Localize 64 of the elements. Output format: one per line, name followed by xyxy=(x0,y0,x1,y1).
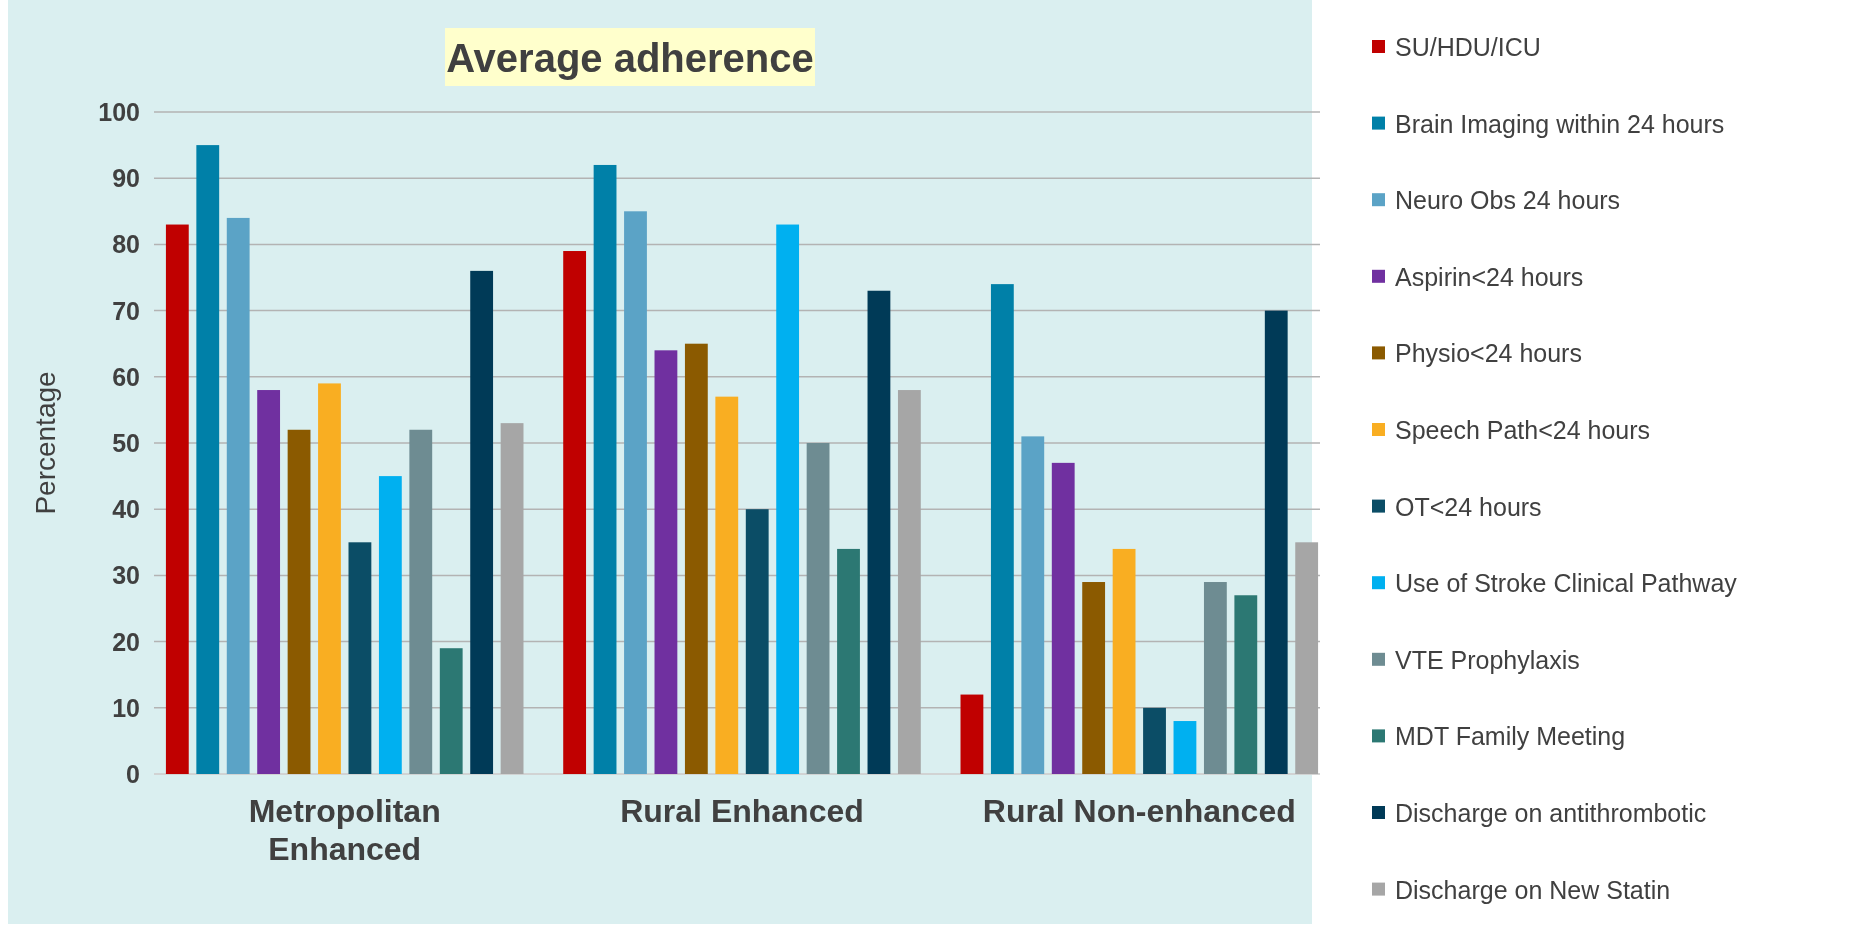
legend-label: Discharge on antithrombotic xyxy=(1395,799,1707,827)
bar xyxy=(470,270,494,774)
bar xyxy=(500,423,524,774)
legend-label: SU/HDU/ICU xyxy=(1395,33,1541,61)
bar xyxy=(378,476,402,774)
x-tick-label: Metropolitan Enhanced xyxy=(248,793,441,867)
y-tick-label: 80 xyxy=(112,230,140,259)
x-tick-label: Rural Enhanced xyxy=(620,793,864,829)
bar xyxy=(1173,721,1197,774)
bar xyxy=(867,290,891,774)
legend-label: Speech Path<24 hours xyxy=(1395,416,1651,444)
bar xyxy=(1234,595,1258,774)
x-tick-label: Rural Non-enhanced xyxy=(982,793,1296,829)
legend-label: Physio<24 hours xyxy=(1395,339,1582,368)
y-tick-label: 90 xyxy=(112,164,140,193)
y-tick-label: 0 xyxy=(126,760,140,788)
bar xyxy=(563,251,587,774)
bar xyxy=(348,542,372,774)
bar xyxy=(897,390,921,774)
bar xyxy=(684,343,708,774)
bar xyxy=(624,211,647,774)
bar xyxy=(837,548,860,774)
y-tick-label: 40 xyxy=(112,495,140,524)
bar xyxy=(1143,707,1166,774)
bar xyxy=(409,429,433,774)
y-axis-title: Percentage xyxy=(30,371,61,515)
legend-label: Aspirin<24 hours xyxy=(1395,262,1584,291)
bar xyxy=(593,164,617,774)
legend-label: Neuro Obs 24 hours xyxy=(1395,186,1621,215)
y-tick-label: 70 xyxy=(112,296,140,325)
bar xyxy=(806,443,830,774)
legend-label: MDT Family Meeting xyxy=(1395,722,1626,751)
bar xyxy=(165,224,189,774)
bar xyxy=(287,429,311,774)
bar xyxy=(439,648,463,774)
bar xyxy=(990,284,1014,774)
bar xyxy=(776,224,800,774)
bar xyxy=(715,396,739,774)
bar xyxy=(654,350,678,774)
bar xyxy=(196,145,220,774)
chart-title: Average adherence xyxy=(446,36,814,80)
legend-label: Discharge on New Statin xyxy=(1395,875,1671,904)
bar xyxy=(318,383,341,774)
bar xyxy=(1112,548,1136,774)
bar xyxy=(960,694,984,774)
bar xyxy=(1021,436,1045,774)
bar xyxy=(1051,462,1075,774)
bar xyxy=(1264,310,1288,774)
y-tick-label: 50 xyxy=(112,429,140,457)
y-tick-label: 100 xyxy=(98,98,140,126)
bar xyxy=(1082,582,1106,774)
y-tick-label: 20 xyxy=(112,627,140,656)
legend-label: VTE Prophylaxis xyxy=(1395,645,1580,674)
bar xyxy=(1295,542,1319,774)
y-tick-label: 10 xyxy=(112,693,140,722)
legend-label: Brain Imaging within 24 hours xyxy=(1395,109,1725,138)
bar xyxy=(257,390,281,774)
y-tick-label: 60 xyxy=(112,362,140,391)
legend-label: Use of Stroke Clinical Pathway xyxy=(1395,569,1738,598)
bar xyxy=(226,217,250,774)
legend-label: OT<24 hours xyxy=(1395,492,1542,521)
bar xyxy=(745,509,769,774)
bar xyxy=(1203,582,1227,774)
y-tick-label: 30 xyxy=(112,561,140,590)
